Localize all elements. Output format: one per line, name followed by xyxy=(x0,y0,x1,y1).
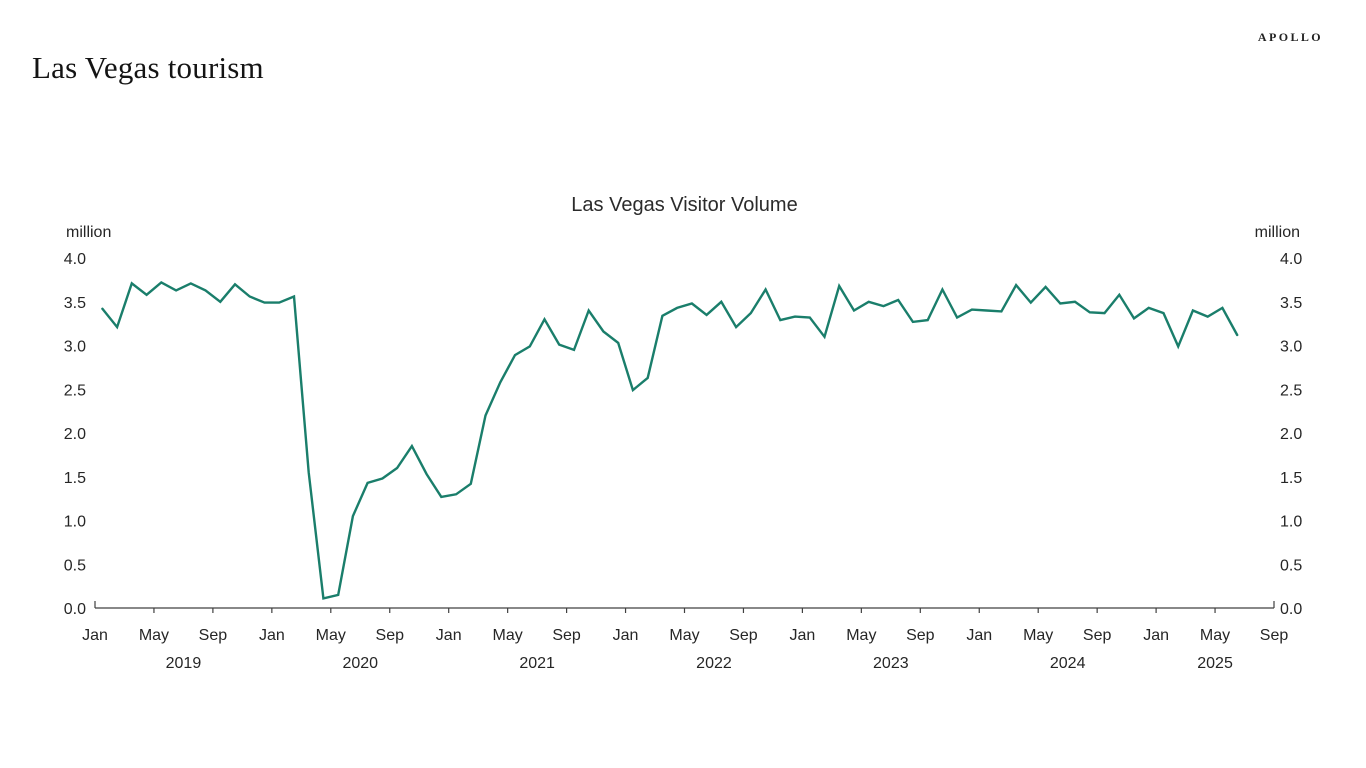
y-tick-label-left: 3.0 xyxy=(64,339,86,356)
y-tick-label-right: 0.5 xyxy=(1280,557,1302,574)
x-tick-label: May xyxy=(1023,627,1053,644)
x-tick-label: Sep xyxy=(906,627,935,644)
y-tick-label-left: 2.0 xyxy=(64,426,86,443)
x-tick-label: Jan xyxy=(259,627,285,644)
year-label: 2020 xyxy=(342,655,378,672)
x-tick-label: Jan xyxy=(436,627,462,644)
year-label: 2022 xyxy=(696,655,732,672)
x-tick-label: May xyxy=(316,627,346,644)
unit-label-left: million xyxy=(66,224,111,241)
y-tick-label-right: 0.0 xyxy=(1280,601,1302,618)
x-tick-label: Jan xyxy=(613,627,639,644)
y-tick-label-left: 1.0 xyxy=(64,514,86,531)
unit-label-right: million xyxy=(1255,224,1300,241)
x-tick-label: Sep xyxy=(1260,627,1289,644)
apollo-logo: APOLLO xyxy=(1257,30,1323,44)
x-tick-label: May xyxy=(669,627,699,644)
x-tick-label: May xyxy=(493,627,523,644)
y-tick-label-left: 2.5 xyxy=(64,382,86,399)
x-tick-label: Sep xyxy=(729,627,758,644)
x-tick-label: Sep xyxy=(376,627,405,644)
y-tick-label-left: 1.5 xyxy=(64,470,86,487)
y-tick-label-left: 3.5 xyxy=(64,295,86,312)
visitor-volume-line xyxy=(101,281,1239,600)
x-tick-label: Sep xyxy=(1083,627,1112,644)
chart-title: Las Vegas Visitor Volume xyxy=(571,194,797,216)
y-tick-label-right: 3.0 xyxy=(1280,339,1302,356)
y-tick-label-left: 0.5 xyxy=(64,557,86,574)
year-label: 2023 xyxy=(873,655,909,672)
x-tick-label: Jan xyxy=(1143,627,1169,644)
y-tick-label-right: 1.5 xyxy=(1280,470,1302,487)
year-label: 2019 xyxy=(166,655,202,672)
page-title: Las Vegas tourism xyxy=(32,50,264,85)
x-tick-label: Jan xyxy=(790,627,816,644)
x-tick-label: Sep xyxy=(552,627,581,644)
y-tick-label-right: 2.5 xyxy=(1280,382,1302,399)
x-tick-label: Jan xyxy=(966,627,992,644)
year-label: 2024 xyxy=(1050,655,1086,672)
x-tick-label: May xyxy=(139,627,169,644)
x-tick-label: May xyxy=(1200,627,1230,644)
y-tick-label-left: 4.0 xyxy=(64,251,86,268)
x-tick-label: Jan xyxy=(82,627,108,644)
year-label: 2021 xyxy=(519,655,555,672)
x-tick-label: May xyxy=(846,627,876,644)
y-tick-label-right: 3.5 xyxy=(1280,295,1302,312)
y-tick-label-left: 0.0 xyxy=(64,601,86,618)
visitor-volume-chart: Las Vegas Visitor Volume million million 4.… xyxy=(64,194,1303,672)
y-tick-label-right: 2.0 xyxy=(1280,426,1302,443)
y-tick-label-right: 1.0 xyxy=(1280,514,1302,531)
year-label: 2025 xyxy=(1197,655,1233,672)
y-tick-label-right: 4.0 xyxy=(1280,251,1302,268)
x-tick-label: Sep xyxy=(199,627,228,644)
